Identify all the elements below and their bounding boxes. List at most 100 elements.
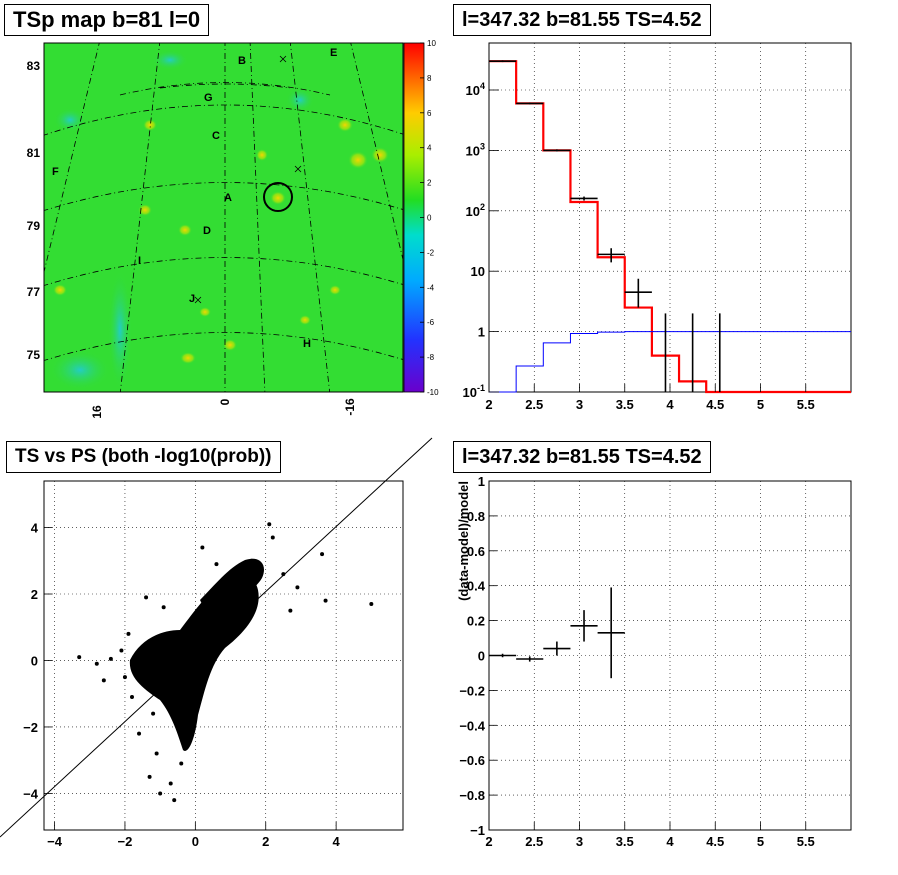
spectrum-x-tick-label: 4.5 [706,397,724,412]
spectrum-y-tick-label: 1 [478,325,485,340]
residual-x-tick-label: 5.5 [797,834,815,849]
scatter-point [281,572,286,577]
scatter-plot-area[interactable] [43,480,404,831]
residual-x-tick-label: 2 [485,834,492,849]
residual-x-tick-label: 2.5 [525,834,543,849]
spectrum-y-tick-label: 103 [466,141,485,158]
source-label: G [204,92,213,104]
map-y-ticks: 83 81 79 77 75 [27,59,41,362]
source-label: D [203,225,211,237]
tsp-map-panel: B E G C F A D I J H 83 81 79 77 75 16 0 … [27,39,439,419]
spectrum-x-tick-label: 2 [485,397,492,412]
residual-y-tick-label: 0.6 [467,544,485,559]
coordinate-grid [44,43,403,392]
map-x-ticks: 16 0 -16 [90,398,357,419]
residual-y-tick-label: 0.2 [467,614,485,629]
scatter-point [94,661,99,666]
residual-y-tick-label: 0 [478,649,485,664]
colorbar-tick-label: 10 [427,39,436,48]
scatter-point [214,562,219,567]
colorbar-ticks: 10 8 6 4 2 0 -2 -4 -6 -8 -10 [420,39,439,397]
scatter-x-tick-label: 0 [192,834,199,849]
residual-y-tick-label: 0.4 [467,579,486,594]
map-x-tick: 16 [90,405,104,419]
spectrum-marks [489,60,851,394]
scatter-y-tick-label: −2 [23,720,38,735]
source-label: F [52,166,59,178]
scatter-points [0,437,433,838]
residual-x-tick-label: 3.5 [616,834,634,849]
map-y-tick: 75 [27,348,41,362]
dense-cloud-core [129,574,259,751]
scatter-x-tick-label: 2 [262,834,269,849]
spectrum-series-line [489,331,851,393]
colorbar-tick-label: -4 [427,283,435,292]
spectrum-x-tick-label: 3.5 [616,397,634,412]
spectrum-title: l=347.32 b=81.55 TS=4.52 [453,4,711,36]
scatter-point [137,731,142,736]
scatter-point [129,695,134,700]
scatter-point [119,648,124,653]
scatter-point [126,631,131,636]
spectrum-x-tick-label: 5 [757,397,764,412]
map-title: TSp map b=81 l=0 [4,4,210,36]
scatter-y-tick-label: 4 [31,521,39,536]
dense-cloud-upper [200,558,265,610]
colorbar-tick-label: 4 [427,144,432,153]
scatter-point [161,605,166,610]
colorbar-tick-label: -8 [427,353,435,362]
spectrum-plot-area[interactable] [488,42,852,393]
spectrum-x-tick-label: 3 [576,397,583,412]
source-crosses [194,55,302,304]
scatter-point [158,791,163,796]
residual-y-tick-label: −0.2 [459,683,485,698]
target-marker [263,182,293,212]
scatter-point [147,774,152,779]
residual-y-tick-label: −0.6 [459,753,485,768]
scatter-point [270,535,275,540]
residual-title: l=347.32 b=81.55 TS=4.52 [453,441,711,473]
scatter-y-tick-label: 2 [31,587,38,602]
colorbar-tick-label: 8 [427,74,432,83]
scatter-title: TS vs PS (both -log10(prob)) [6,441,281,473]
colorbar-tick-label: -6 [427,318,435,327]
spectrum-x-tick-label: 2.5 [525,397,543,412]
colorbar-tick-label: -2 [427,248,435,257]
scatter-point [369,601,374,606]
scatter-point [179,761,184,766]
scatter-point [168,781,173,786]
map-x-tick: 0 [218,398,232,405]
scatter-point [151,711,156,716]
source-label: H [303,338,311,350]
scatter-point [288,608,293,613]
scatter-x-tick-label: −4 [47,834,63,849]
scatter-point [122,675,127,680]
source-labels: B E G C F A D I J H [52,47,337,350]
scatter-point [101,678,106,683]
scatter-ticks: −4 −4 −2 −2 0 0 2 2 4 4 [23,521,340,849]
scatter-point [172,798,177,803]
map-texture [44,43,403,392]
scatter-point [242,582,247,587]
scatter-point [77,655,82,660]
scatter-x-tick-label: 4 [333,834,341,849]
residual-y-tick-label: −0.4 [459,718,485,733]
scatter-panel: −4 −4 −2 −2 0 0 2 2 4 4 [0,437,433,849]
source-label: J [189,293,195,305]
map-x-tick: -16 [343,398,357,416]
scatter-point [144,595,149,600]
spectrum-series-line [489,60,851,394]
source-label: E [330,47,337,59]
scatter-dense-cloud [129,558,265,751]
residual-x-tick-label: 4.5 [706,834,724,849]
residual-grid [489,481,851,830]
scatter-y-tick-label: −4 [23,786,39,801]
residual-panel: 2 2.5 3 3.5 4 4.5 5 5.5 1 0.8 0.6 0.4 0.2 0 −0.2 −0.4 −0… [456,474,852,849]
map-area[interactable] [43,42,404,393]
colorbar-tick-label: 6 [427,109,432,118]
residual-y-tick-label: −1 [470,823,485,838]
map-y-tick: 79 [27,219,41,233]
colorbar-tick-label: 0 [427,214,432,223]
